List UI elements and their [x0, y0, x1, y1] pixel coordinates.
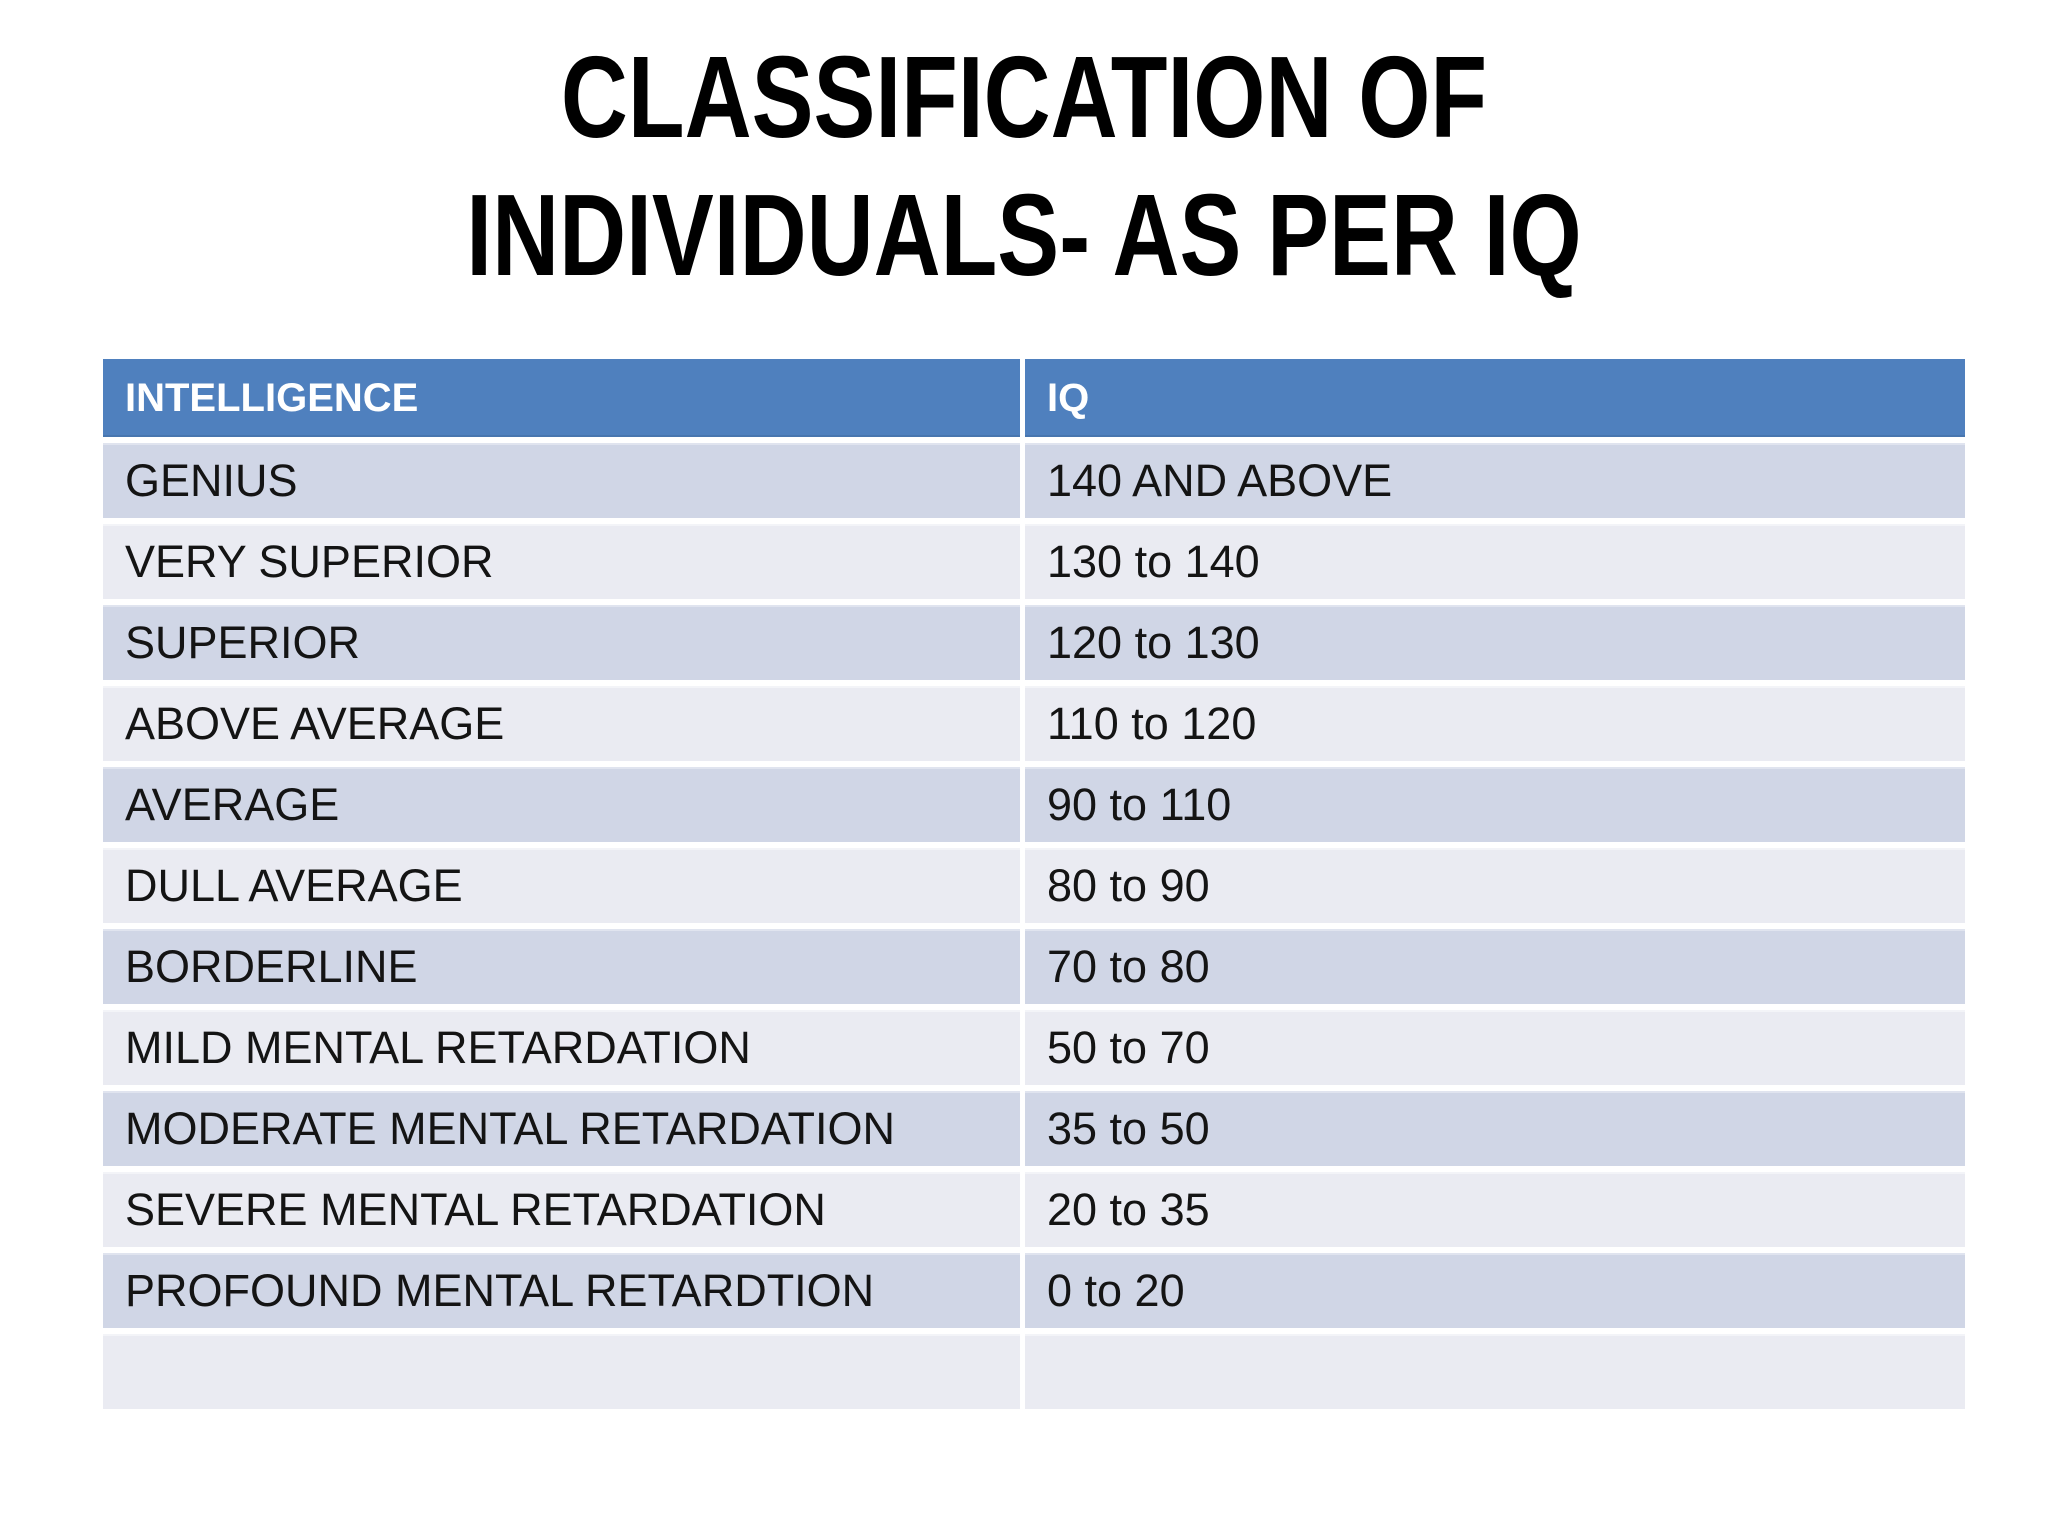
- cell-iq: 35 to 50: [1025, 1091, 1965, 1166]
- cell-iq: 130 to 140: [1025, 524, 1965, 599]
- cell-iq: 50 to 70: [1025, 1010, 1965, 1085]
- cell-iq: 90 to 110: [1025, 767, 1965, 842]
- cell-intelligence: PROFOUND MENTAL RETARDTION: [103, 1253, 1020, 1328]
- cell-intelligence: VERY SUPERIOR: [103, 524, 1020, 599]
- cell-intelligence: [103, 1334, 1020, 1409]
- slide-title-line1: CLASSIFICATION OF: [560, 32, 1488, 162]
- cell-iq: 70 to 80: [1025, 929, 1965, 1004]
- cell-intelligence: AVERAGE: [103, 767, 1020, 842]
- slide-title-line2: INDIVIDUALS- AS PER IQ: [466, 170, 1582, 300]
- slide-title: CLASSIFICATION OF INDIVIDUALS- AS PER IQ: [0, 28, 2048, 304]
- cell-intelligence: SUPERIOR: [103, 605, 1020, 680]
- cell-intelligence: DULL AVERAGE: [103, 848, 1020, 923]
- iq-table: INTELLIGENCE IQ GENIUS 140 AND ABOVE VER…: [103, 359, 1965, 1409]
- cell-iq: 140 AND ABOVE: [1025, 443, 1965, 518]
- cell-intelligence: GENIUS: [103, 443, 1020, 518]
- cell-intelligence: ABOVE AVERAGE: [103, 686, 1020, 761]
- cell-iq: 20 to 35: [1025, 1172, 1965, 1247]
- cell-intelligence: BORDERLINE: [103, 929, 1020, 1004]
- cell-iq: 80 to 90: [1025, 848, 1965, 923]
- header-intelligence: INTELLIGENCE: [103, 359, 1020, 437]
- cell-iq: 120 to 130: [1025, 605, 1965, 680]
- cell-iq: [1025, 1334, 1965, 1409]
- cell-intelligence: MILD MENTAL RETARDATION: [103, 1010, 1020, 1085]
- cell-intelligence: MODERATE MENTAL RETARDATION: [103, 1091, 1020, 1166]
- cell-intelligence: SEVERE MENTAL RETARDATION: [103, 1172, 1020, 1247]
- cell-iq: 0 to 20: [1025, 1253, 1965, 1328]
- header-iq: IQ: [1025, 359, 1965, 437]
- cell-iq: 110 to 120: [1025, 686, 1965, 761]
